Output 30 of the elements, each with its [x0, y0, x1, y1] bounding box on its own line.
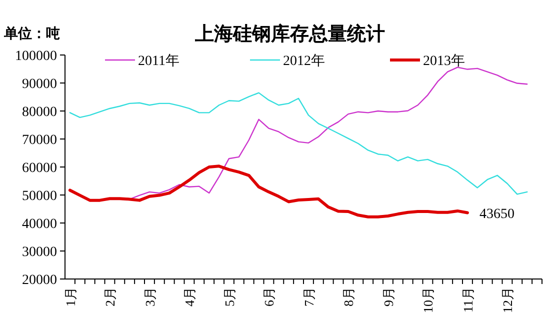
- y-tick-label: 50000: [22, 189, 57, 204]
- y-tick-label: 40000: [22, 217, 57, 232]
- x-tick-label: 3月: [142, 287, 158, 306]
- x-tick-label: 12月: [500, 287, 516, 313]
- y-tick-label: 60000: [22, 161, 57, 176]
- y-tick-label: 20000: [22, 273, 57, 288]
- x-tick-label: 2月: [102, 287, 118, 306]
- line-series: [69, 92, 528, 195]
- line-series: [128, 66, 528, 200]
- x-tick-label: 9月: [380, 287, 396, 306]
- x-tick-label: 4月: [182, 287, 198, 306]
- x-tick-label: 10月: [420, 287, 436, 313]
- x-tick-label: 6月: [262, 287, 277, 306]
- x-tick-label: 8月: [341, 287, 356, 306]
- line-series: [68, 164, 469, 218]
- x-tick-label: 5月: [222, 287, 237, 306]
- x-tick-label: 1月: [62, 287, 78, 306]
- y-axis-title: 单位：吨: [3, 26, 60, 42]
- x-tick-label: 11月: [460, 287, 476, 313]
- y-tick-label: 70000: [22, 133, 57, 148]
- data-label: 43650: [479, 206, 514, 222]
- legend-label: 2012年: [283, 53, 325, 69]
- legend-label: 2011年: [138, 53, 180, 69]
- legend-label: 2013年: [423, 53, 465, 69]
- y-tick-label: 80000: [22, 105, 57, 120]
- y-tick-label: 100000: [15, 49, 57, 64]
- chart-title: 上海硅钢库存总量统计: [194, 23, 385, 45]
- y-tick-label: 30000: [22, 245, 57, 260]
- y-tick-label: 90000: [22, 77, 57, 92]
- x-tick-label: 7月: [301, 287, 316, 306]
